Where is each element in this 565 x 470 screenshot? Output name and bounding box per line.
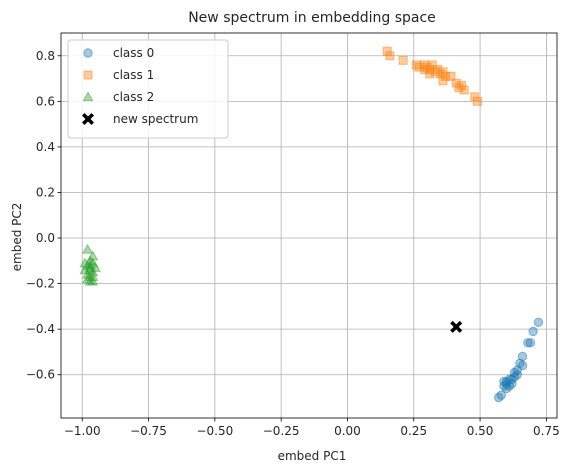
legend-label: class 2: [113, 90, 154, 104]
data-point: [512, 370, 522, 380]
data-point: [419, 64, 429, 74]
data-point: [525, 338, 536, 348]
y-tick-label: 0.6: [36, 94, 55, 108]
data-point: [446, 71, 456, 81]
legend-marker: [82, 91, 94, 102]
x-tick-label: 0.75: [533, 424, 560, 438]
legend-marker: [83, 48, 93, 58]
legend-entry: class 1: [83, 68, 154, 82]
data-point: [82, 273, 93, 284]
data-point: [382, 46, 392, 56]
data-point: [457, 80, 467, 90]
y-tick-label: −0.4: [26, 322, 55, 336]
legend-entry: class 0: [83, 46, 154, 60]
chart-title: New spectrum in embedding space: [188, 10, 436, 26]
legend-box: [67, 39, 229, 139]
legend-marker: [82, 113, 94, 125]
y-tick-label: 0.0: [36, 231, 55, 245]
data-point: [533, 317, 544, 328]
data-point: [517, 351, 528, 362]
legend-entry: new spectrum: [82, 112, 198, 126]
data-point: [451, 78, 461, 88]
data-points: [79, 46, 544, 403]
data-point: [493, 392, 504, 403]
y-tick-label: −0.6: [26, 368, 55, 382]
data-point: [454, 83, 464, 93]
y-tick-label: 0.8: [36, 49, 55, 63]
data-point: [523, 338, 533, 348]
y-tick-label: 0.4: [36, 140, 55, 154]
data-point: [441, 71, 451, 81]
series-class-0: [493, 317, 544, 403]
data-point: [501, 376, 512, 387]
legend-label: class 0: [113, 46, 154, 60]
new-spectrum-marker: [450, 320, 463, 333]
data-point: [472, 96, 482, 106]
y-axis-label: embed PC2: [10, 203, 24, 272]
y-tick-label: −0.2: [26, 277, 55, 291]
data-point: [79, 257, 91, 268]
data-point: [427, 60, 437, 70]
data-point: [470, 92, 480, 102]
x-tick-label: −0.25: [263, 424, 300, 438]
data-point: [459, 85, 469, 95]
data-point: [528, 326, 538, 337]
data-point: [504, 381, 514, 391]
legend: class 0 class 1 class 2 new spectrum: [67, 39, 229, 139]
x-tick-label: 0.25: [400, 424, 427, 438]
data-point: [425, 69, 435, 79]
data-point: [422, 62, 432, 72]
x-tick-label: −1.00: [64, 424, 101, 438]
series-class-1: [382, 46, 482, 106]
x-tick-label: 0.00: [334, 424, 361, 438]
data-point: [433, 64, 443, 74]
data-point: [438, 76, 448, 86]
x-axis-label: embed PC1: [278, 449, 347, 463]
data-point: [398, 55, 408, 65]
data-point: [435, 69, 445, 79]
x-tick-label: 0.50: [467, 424, 494, 438]
x-tick-label: −0.50: [196, 424, 233, 438]
data-point: [438, 67, 448, 77]
legend-marker: [83, 70, 93, 80]
legend-label: new spectrum: [113, 112, 198, 126]
axis-ticks: −1.00 −0.75 −0.50 −0.25 0.00 0.25 0.50 0.75 −0.6…: [26, 49, 560, 438]
data-point: [82, 243, 93, 254]
x-tick-label: −0.75: [130, 424, 167, 438]
series-class-2: [79, 243, 101, 286]
data-point: [385, 51, 395, 61]
y-tick-label: 0.2: [36, 185, 55, 199]
series-new-spectrum: [450, 320, 463, 333]
data-point: [87, 275, 99, 286]
legend-label: class 1: [113, 68, 154, 82]
plot-frame: [60, 32, 558, 419]
legend-entry: class 2: [82, 90, 154, 104]
